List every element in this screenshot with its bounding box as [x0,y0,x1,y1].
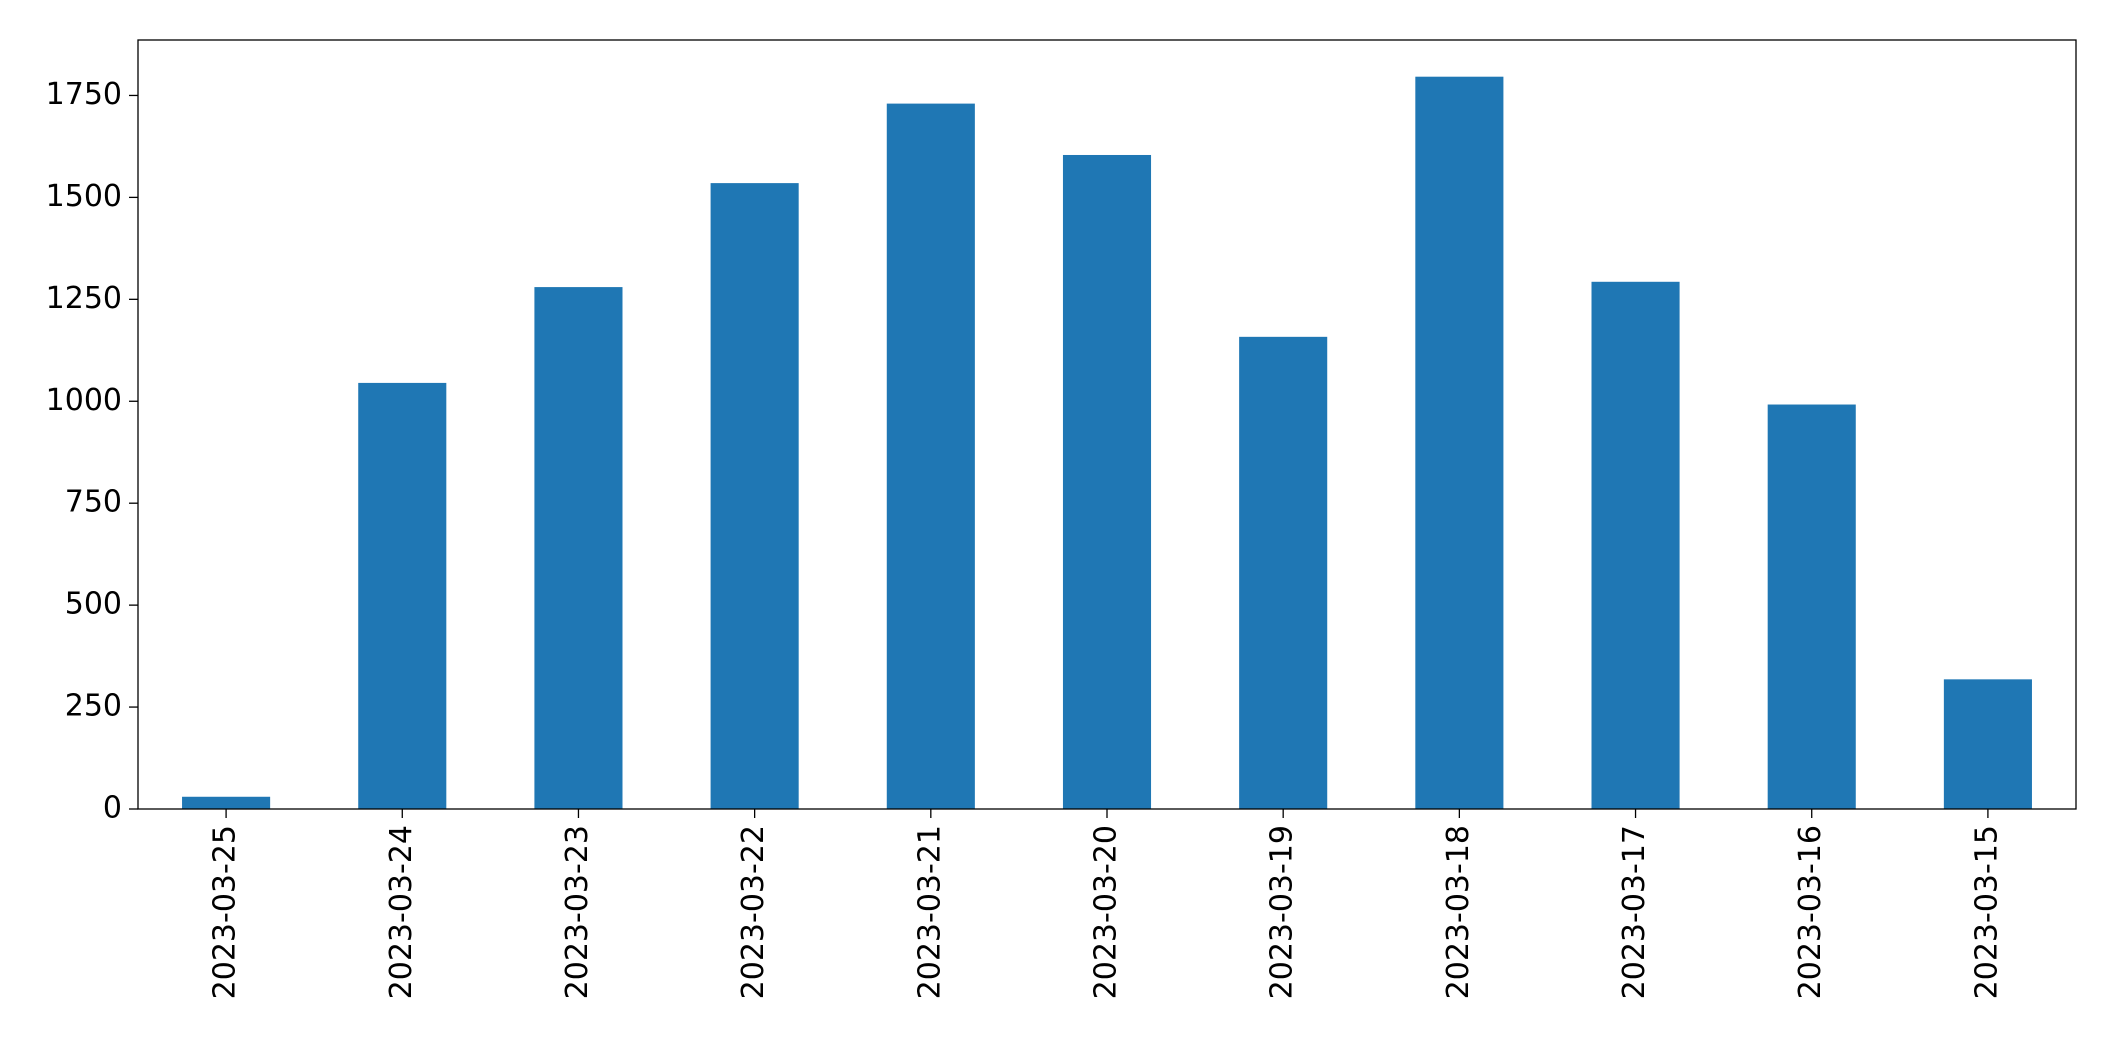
y-tick-label: 500 [65,587,122,622]
bar [886,103,975,809]
x-tick-label: 2023-03-22 [736,825,771,999]
plot-frame [137,39,2077,810]
bar [1591,281,1680,810]
bar [182,796,271,809]
bar [534,287,623,809]
y-tick-label: 1000 [46,383,122,418]
x-tick-label: 2023-03-24 [384,825,419,999]
x-tick-label: 2023-03-20 [1089,825,1124,999]
x-tick-label: 2023-03-23 [560,825,595,999]
y-tick-label: 1500 [46,179,122,214]
x-tick-label: 2023-03-17 [1617,825,1652,999]
bar [1239,336,1328,809]
x-tick-label: 2023-03-21 [912,825,947,999]
x-tick-label: 2023-03-18 [1441,825,1476,999]
y-tick-label: 1250 [46,281,122,316]
bar [358,382,447,809]
bar [1767,404,1856,809]
bar [710,183,799,809]
x-tick-label: 2023-03-15 [1969,825,2004,999]
y-tick-label: 750 [65,485,122,520]
bar [1062,154,1152,809]
bar [1943,679,2032,809]
y-tick-label: 0 [103,791,122,826]
y-tick-label: 1750 [46,77,122,112]
x-tick-label: 2023-03-16 [1793,825,1828,999]
bar [1415,76,1504,809]
x-tick-label: 2023-03-19 [1265,825,1300,999]
x-tick-label: 2023-03-25 [208,825,243,999]
y-tick-label: 250 [65,689,122,724]
